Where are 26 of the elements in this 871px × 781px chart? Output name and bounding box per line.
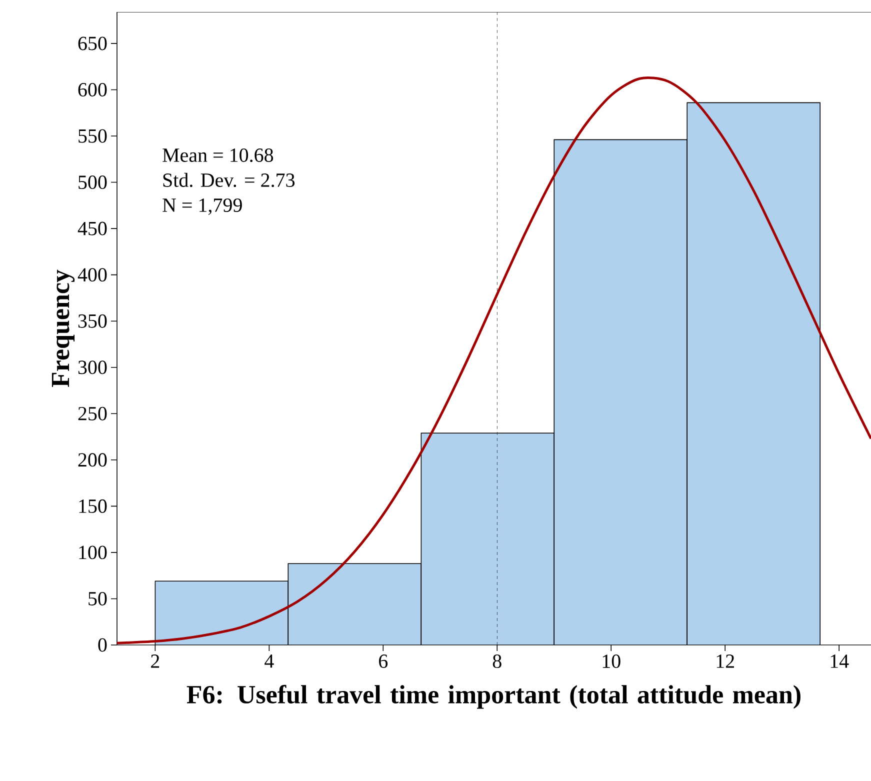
annotation: Std. Dev. = 2.73 (163, 172, 295, 188)
annotation: Mean = 10.68 (162, 148, 274, 162)
y-tick-label: 600 (78, 82, 107, 96)
y-tick-label: 450 (78, 222, 107, 236)
x-tick-label: 10 (602, 654, 620, 668)
x-tick-label: 6 (379, 654, 388, 668)
y-tick-label: 100 (79, 546, 107, 560)
y-tick-label: 200 (78, 453, 107, 467)
x-tick-label: 8 (492, 654, 502, 668)
annotation: N = 1,799 (162, 198, 242, 215)
y-tick-label: 500 (78, 176, 107, 190)
y-tick-label: 150 (79, 499, 107, 513)
y-tick-label: 400 (78, 268, 107, 282)
y-tick-label: 300 (78, 360, 107, 374)
x-tick-label: 12 (716, 654, 734, 668)
y-tick-label: 550 (78, 129, 107, 143)
x-tick-label: 4 (264, 654, 274, 668)
y-tick-label: 250 (78, 406, 107, 420)
x-axis-title: F6: Useful travel time important (total attitude mean) (186, 684, 800, 709)
y-tick-label: 650 (78, 36, 107, 50)
x-tick-label: 2 (151, 654, 160, 668)
y-tick-label: 50 (88, 592, 107, 606)
x-tick-label: 14 (830, 654, 849, 668)
y-axis-title: Frequency (52, 270, 75, 388)
y-tick-label: 350 (78, 314, 107, 328)
y-tick-label: 0 (98, 638, 107, 652)
